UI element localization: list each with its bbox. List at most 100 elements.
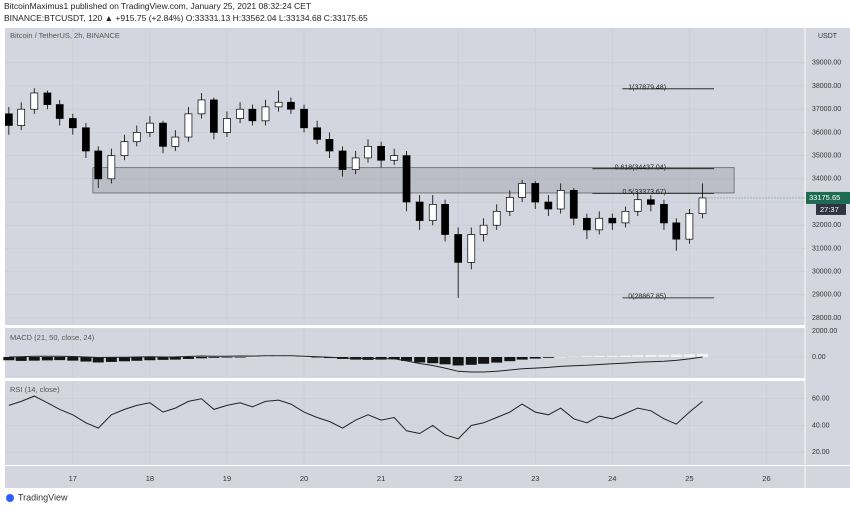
macd-histogram-bar [118, 356, 130, 362]
macd-histogram-bar [196, 356, 208, 359]
macd-histogram-bar [606, 355, 618, 357]
candle-body [313, 127, 321, 140]
countdown: 27:37 [820, 205, 839, 214]
macd-histogram-bar [632, 355, 644, 357]
macd-histogram-bar [311, 356, 323, 358]
macd-histogram-bar [105, 356, 117, 362]
symbol-line: BINANCE:BTCUSDT, 120 ▲ +915.75 (+2.84%) … [4, 13, 368, 23]
macd-histogram-bar [80, 356, 92, 362]
macd-histogram-bar [246, 356, 258, 358]
candle-body [210, 99, 218, 133]
macd-histogram-bar [696, 353, 708, 357]
x-tick-label: 25 [685, 474, 693, 483]
candle-body [120, 141, 129, 156]
candle-body [518, 183, 526, 198]
macd-histogram-bar [41, 356, 53, 361]
macd-histogram-bar [388, 356, 400, 360]
candle-body [698, 197, 707, 214]
macd-histogram-bar [427, 356, 439, 364]
macd-histogram-bar [234, 356, 246, 358]
unit-label: USDT [818, 33, 838, 40]
candle-body [556, 190, 565, 210]
candle-body [364, 145, 372, 159]
y-tick-label: 32000.00 [812, 222, 841, 229]
candle-body [261, 106, 270, 122]
candle-body [287, 101, 295, 110]
brand: TradingView [18, 492, 68, 502]
last-price-label: 33175.65 [809, 193, 840, 202]
y-tick-label: 37000.00 [812, 106, 841, 113]
author-line: BitcoinMaximus1 published on TradingView… [4, 1, 311, 11]
candle-body [17, 108, 26, 126]
y-tick-label: 39000.00 [812, 60, 841, 67]
macd-histogram-bar [465, 356, 477, 365]
candle-body [197, 99, 206, 115]
macd-histogram-bar [54, 356, 66, 361]
macd-histogram-bar [452, 356, 464, 366]
y-tick-label: 2000.00 [812, 328, 837, 335]
macd-histogram-bar [478, 356, 490, 364]
candle-body [300, 108, 308, 129]
candle-body [660, 203, 668, 224]
countdown-box [816, 203, 846, 215]
candle-body [608, 217, 617, 224]
macd-histogram-bar [221, 356, 233, 358]
candle-body [223, 118, 231, 133]
rsi-title: RSI (14, close) [10, 385, 60, 394]
indicator-line [8, 355, 703, 373]
indicator-line [8, 395, 703, 440]
x-tick-label: 18 [146, 474, 154, 483]
x-tick-label: 22 [454, 474, 462, 483]
macd-histogram-bar [529, 356, 541, 359]
macd-histogram-bar [658, 354, 670, 357]
y-tick-label: 40.00 [812, 422, 830, 429]
macd-histogram-bar [92, 356, 104, 363]
y-tick-label: 20.00 [812, 449, 830, 456]
candle-body [633, 199, 642, 212]
macd-histogram-bar [3, 356, 15, 361]
candle-body [569, 190, 578, 219]
y-tick-label: 30000.00 [812, 268, 841, 275]
fib-label: 0(28867.85) [628, 294, 666, 301]
candle-body [338, 150, 347, 170]
macd-title: MACD (21, 50, close, 24) [10, 333, 95, 342]
macd-histogram-bar [619, 355, 631, 357]
macd-histogram-bar [542, 356, 554, 358]
candle-body [377, 145, 385, 161]
candle-body [531, 183, 540, 203]
fib-label: 0.5(33373.67) [622, 189, 666, 196]
candle-body [415, 201, 424, 221]
candle-body [621, 210, 630, 224]
x-tick-label: 26 [762, 474, 770, 483]
candle-body [107, 155, 116, 180]
time-axis [5, 466, 850, 488]
x-tick-label: 23 [531, 474, 539, 483]
candle-body [454, 234, 463, 263]
candle-body [390, 155, 399, 161]
candle-body [184, 113, 193, 138]
price-pane-title: Bitcoin / TetherUS, 2h, BINANCE [10, 31, 120, 40]
candle-body [402, 155, 411, 203]
candle-body [428, 203, 437, 221]
macd-histogram-bar [581, 356, 593, 357]
macd-histogram-bar [414, 356, 426, 363]
candle-body [685, 213, 694, 240]
candle-body [236, 108, 244, 119]
candle-body [132, 132, 141, 143]
candle-body [82, 127, 90, 152]
rsi-pane [5, 381, 805, 465]
candle-body [544, 201, 553, 210]
fib-label: 1(37879.48) [628, 85, 666, 92]
macd-histogram-bar [182, 356, 194, 359]
y-tick-label: 34000.00 [812, 176, 841, 183]
candle-body [441, 203, 449, 235]
candle-body [171, 136, 180, 147]
macd-histogram-bar [555, 356, 567, 358]
macd-histogram-bar [645, 354, 657, 357]
y-tick-label: 28000.00 [812, 315, 841, 322]
candle-body [467, 234, 476, 263]
macd-histogram-bar [683, 354, 695, 357]
candle-body [30, 92, 39, 110]
x-tick-label: 21 [377, 474, 385, 483]
